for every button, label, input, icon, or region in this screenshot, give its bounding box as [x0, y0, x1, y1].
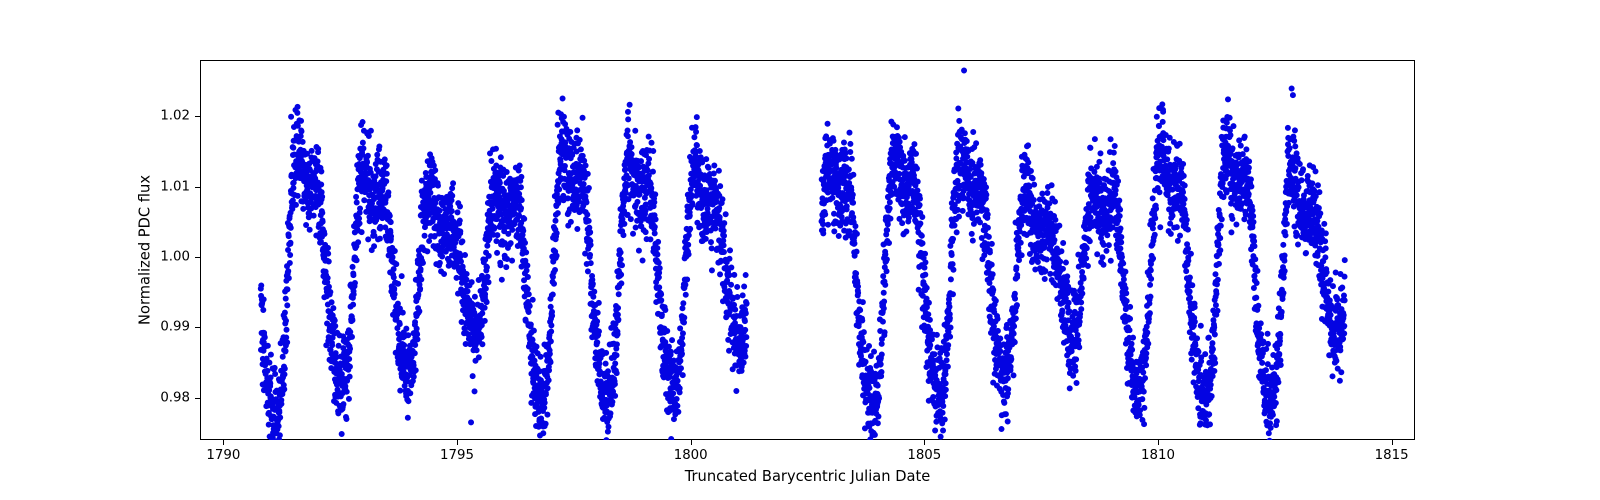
ytick-mark: [195, 187, 200, 188]
ytick-mark: [195, 257, 200, 258]
ytick-mark: [195, 398, 200, 399]
figure: 1790 1795 1800 1805 1810 1815 0.98 0.99 1.00 1.0…: [0, 0, 1600, 500]
x-axis-label: Truncated Barycentric Julian Date: [685, 468, 931, 485]
ytick-label: 1.02: [160, 109, 190, 124]
xtick-mark: [223, 440, 224, 445]
xtick-label: 1790: [206, 448, 240, 463]
scatter-plot: [200, 60, 1415, 440]
ytick-label: 0.98: [160, 390, 190, 405]
xtick-label: 1815: [1375, 448, 1409, 463]
ytick-label: 1.00: [160, 250, 190, 265]
xtick-label: 1795: [440, 448, 474, 463]
xtick-mark: [1158, 440, 1159, 445]
xtick-mark: [457, 440, 458, 445]
y-axis-label: Normalized PDC flux: [137, 175, 154, 325]
scatter-series: [258, 68, 1348, 440]
ytick-mark: [195, 327, 200, 328]
ytick-mark: [195, 116, 200, 117]
xtick-mark: [1392, 440, 1393, 445]
xtick-label: 1805: [907, 448, 941, 463]
ytick-label: 0.99: [160, 320, 190, 335]
ytick-label: 1.01: [160, 179, 190, 194]
xtick-mark: [924, 440, 925, 445]
xtick-label: 1810: [1141, 448, 1175, 463]
xtick-mark: [691, 440, 692, 445]
xtick-label: 1800: [674, 448, 708, 463]
